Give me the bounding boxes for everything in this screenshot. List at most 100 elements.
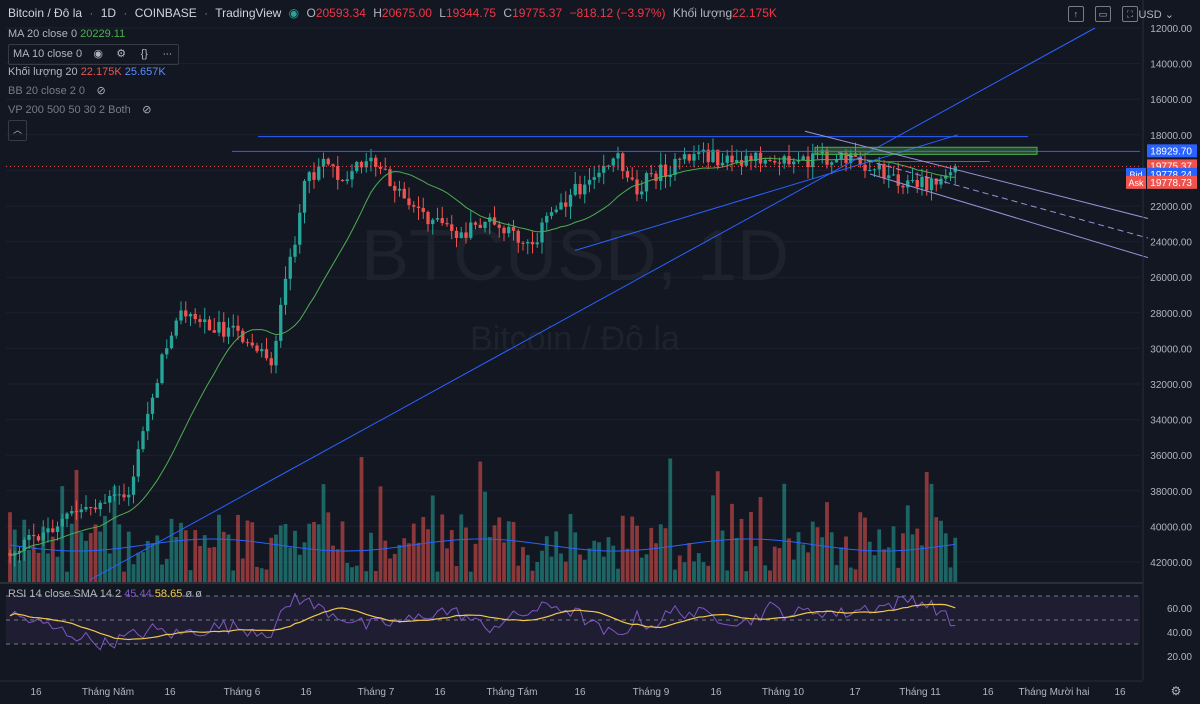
legend-collapse[interactable]: ︿ [8,120,179,141]
volume-bar [88,533,93,582]
rsi-legend[interactable]: RSI 14 close SMA 14 2 45.44 58.65 ø ø [8,588,202,600]
volume-bar [293,530,297,582]
candle-body [260,349,264,352]
candle-body [654,173,658,182]
candle-body [122,494,126,498]
candle-body [587,179,592,185]
interval[interactable]: 1D [100,6,117,20]
volume-bar [644,554,649,582]
volume-bar [46,553,50,582]
candle-body [877,164,881,170]
time-tick-label: 17 [849,687,861,698]
volume-bar [316,524,321,582]
candle-body [241,330,245,343]
candle-body [326,158,330,165]
volume-bar [250,522,255,582]
collapse-chevron-icon[interactable]: ︿ [8,120,28,141]
exchange: COINBASE [134,6,197,20]
candle-body [896,174,900,186]
candle-body [160,354,164,384]
candle-body [141,431,145,450]
volume-bar [8,512,12,582]
hidden-eye-icon[interactable]: ⊘ [142,104,152,117]
watermark-name: Bitcoin / Đô la [470,320,680,358]
volume-bar [27,550,31,582]
open-value: 20593.34 [315,6,366,20]
drawings[interactable] [6,27,1149,581]
candle-body [383,168,387,170]
volume-bar [231,570,236,582]
candle-body [792,161,796,165]
gear-icon[interactable]: ⚙ [116,48,127,61]
volume-bar [193,530,198,582]
volume-bar [226,534,231,582]
volume-bar [198,545,202,582]
candle-body [65,513,69,519]
volume-bar [407,543,411,582]
volume-bar [706,565,711,582]
candle-body [402,188,406,199]
rsi-tick-label: 60.00 [1167,604,1192,615]
candle-body [174,320,178,336]
fullscreen-icon[interactable]: ⛶ [1122,6,1138,22]
legend-ma10[interactable]: MA 10 close 0 ◉ ⚙ {} ∙∙∙ [8,44,180,65]
volume-bar [50,536,55,582]
candle-body [630,177,634,180]
volume-bar [844,536,848,582]
vp-label: VP 200 500 50 30 2 Both [8,104,131,116]
more-icon[interactable]: ∙∙∙ [162,48,172,61]
candle-body [573,183,577,195]
time-axis[interactable]: 16 Tháng Năm 16 Tháng 6 16 Tháng 7 16 Tháng Tám… [0,680,1182,698]
candle-body [407,198,411,206]
volume-bar [597,542,601,582]
candle-body [801,156,805,161]
volume-bar [891,526,896,582]
arrow-up-icon[interactable]: ↑ [1067,6,1084,22]
eye-icon[interactable]: ◉ [93,48,103,61]
candle-body [146,413,150,432]
candle-body [929,178,934,191]
volume-bar [122,571,126,582]
candle-body [640,191,644,195]
candle-body [535,242,539,245]
volume-bar [839,547,844,582]
candle-body [317,166,321,180]
volume-bar [825,502,829,582]
hidden-eye-icon[interactable]: ⊘ [96,85,106,98]
candle-body [559,202,563,210]
candle-body [450,224,454,231]
volume-bar [188,570,193,582]
legend-vp[interactable]: VP 200 500 50 30 2 Both ⊘ [8,101,179,120]
time-tick-label: Tháng 10 [762,687,805,698]
price-tick-label: 16000.00 [1150,95,1192,106]
volume-bar [236,514,240,582]
legend-volume[interactable]: Khối lượng 20 22.175K 25.657K [8,63,179,82]
rsi-pane[interactable]: 60.00 40.00 20.00 [0,582,1192,663]
symbol-name[interactable]: Bitcoin / Đô la [8,6,83,20]
candle-body [74,511,79,513]
volume-bar [354,565,359,582]
currency-selector[interactable]: USD ⌄ [1138,8,1174,21]
legend-bb[interactable]: BB 20 close 2 0 ⊘ [8,82,179,101]
volume-bar [739,518,744,582]
volume-bar [350,567,354,582]
candle-body [459,232,463,238]
volume-bar [483,491,487,582]
candle-body [374,157,378,167]
volume-bar [924,472,929,582]
price-tick-label: 42000.00 [1150,558,1192,569]
chevron-down-icon: ⌄ [1164,9,1174,21]
source-code-icon[interactable]: {} [140,48,148,61]
candle-body [649,173,653,175]
candle-body [497,224,501,228]
volume-bar [307,523,312,582]
high-label: H [373,6,382,20]
maximize-icon[interactable]: ▭ [1094,6,1111,22]
candle-body [203,319,207,323]
settings-gear-icon[interactable]: ⚙ [1171,684,1182,698]
candle-body [621,153,625,172]
candle-body [616,153,620,159]
legend-ma20[interactable]: MA 20 close 0 20229.11 [8,25,179,44]
volume-bar [673,569,677,582]
